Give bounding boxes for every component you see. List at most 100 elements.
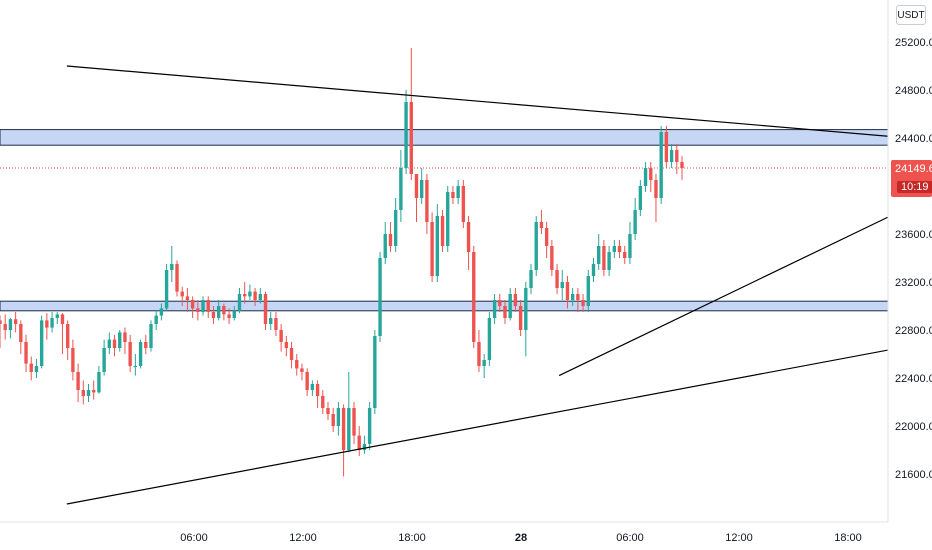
candle-body — [393, 210, 398, 246]
candle — [39, 315, 44, 369]
candle — [347, 372, 351, 453]
price-tick-label: 22800.0 — [895, 325, 932, 337]
candle — [570, 288, 575, 306]
candle — [617, 240, 622, 258]
candle-body — [597, 246, 601, 264]
candle — [76, 363, 80, 402]
candle — [357, 426, 361, 456]
candle — [581, 294, 585, 312]
candle — [388, 222, 393, 252]
candle — [560, 270, 564, 300]
currency-selector[interactable]: USDT — [896, 5, 926, 25]
candle-body — [565, 282, 570, 300]
candle — [118, 330, 122, 352]
candle-body — [196, 308, 200, 312]
candle-body — [451, 192, 455, 198]
candle — [81, 380, 85, 405]
current-price-label: 24149.6 — [895, 163, 932, 175]
candle-body — [446, 192, 450, 246]
candle — [170, 246, 174, 282]
candle-body — [190, 300, 195, 309]
candle-body — [92, 390, 96, 393]
candle-body — [492, 300, 497, 318]
candle — [404, 90, 408, 174]
price-axis — [888, 0, 932, 550]
candle-body — [399, 168, 403, 210]
candle-body — [185, 296, 190, 300]
candle — [24, 334, 28, 372]
candle — [534, 216, 538, 276]
candle-body — [8, 319, 13, 330]
candle-body — [409, 102, 413, 174]
candle — [487, 312, 492, 366]
candle-body — [232, 310, 236, 318]
candle-body — [279, 330, 283, 342]
candle-body — [29, 363, 33, 372]
candle-body — [576, 294, 580, 300]
candle-body — [3, 324, 7, 330]
candle — [586, 270, 590, 312]
candle-body — [180, 291, 184, 297]
candle-body — [570, 294, 575, 300]
price-tick-label: 24800.0 — [895, 85, 932, 97]
candle — [607, 246, 611, 276]
trendline[interactable] — [66, 65, 932, 148]
candle-body — [237, 294, 242, 311]
candle — [248, 284, 252, 300]
candle — [190, 296, 195, 318]
candle-body — [19, 324, 23, 342]
candle — [269, 312, 273, 330]
candle-body — [388, 234, 393, 246]
trendline[interactable] — [558, 162, 932, 377]
candle-body — [352, 408, 356, 436]
candle-body — [107, 339, 112, 348]
trendline[interactable] — [66, 325, 932, 505]
candle — [492, 294, 497, 324]
candle — [393, 198, 398, 252]
candle-body — [404, 102, 408, 168]
candle-body — [643, 168, 648, 186]
candle — [638, 180, 643, 216]
candle — [222, 303, 226, 321]
candle — [539, 210, 544, 234]
candle — [97, 366, 101, 394]
candle-body — [315, 384, 320, 396]
candle — [107, 332, 112, 354]
candle — [3, 314, 7, 340]
candle — [71, 339, 75, 381]
candle-body — [675, 150, 679, 162]
candle-body — [34, 366, 39, 372]
candle-body — [227, 314, 231, 318]
candle-body — [149, 324, 153, 348]
candle-body — [482, 360, 486, 366]
candle — [524, 282, 528, 357]
candle-body — [341, 408, 346, 450]
candle-body — [258, 294, 262, 300]
candle-body — [0, 320, 2, 324]
time-tick-label: 28 — [515, 532, 527, 544]
candle — [362, 435, 367, 454]
candle-body — [555, 270, 559, 288]
candle — [201, 296, 205, 316]
candle — [544, 222, 549, 258]
candle-body — [477, 342, 481, 366]
candle — [513, 288, 518, 312]
candle — [196, 300, 200, 321]
candle — [378, 252, 382, 342]
candle-body — [456, 186, 460, 198]
candle — [19, 320, 23, 354]
candle-body — [466, 222, 471, 252]
candle-body — [607, 252, 611, 270]
candle-body — [118, 332, 122, 348]
price-tick-label: 23200.0 — [895, 277, 932, 289]
candle — [123, 327, 127, 354]
candle — [284, 336, 289, 357]
candle — [295, 354, 299, 376]
candle — [0, 315, 2, 348]
price-tick-label: 22000.0 — [895, 421, 932, 433]
price-tick-label: 24400.0 — [895, 133, 932, 145]
candle-body — [289, 348, 294, 360]
candle-body — [222, 306, 226, 315]
